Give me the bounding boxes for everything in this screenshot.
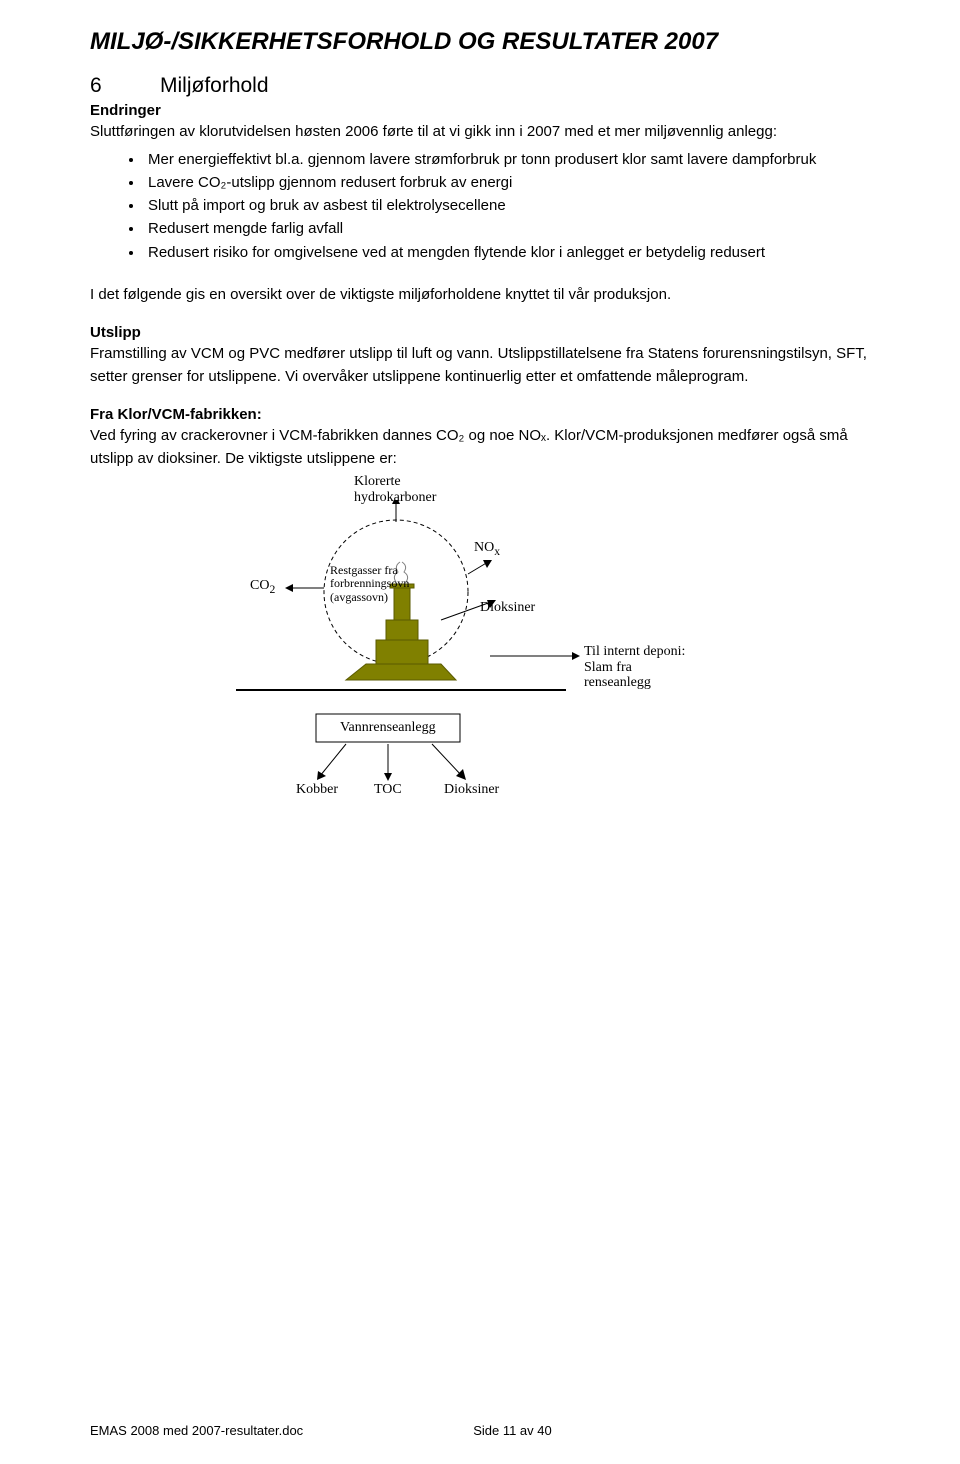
- bullet-list: Mer energieffektivt bl.a. gjennom lavere…: [144, 148, 870, 264]
- list-item: Mer energieffektivt bl.a. gjennom lavere…: [144, 148, 870, 171]
- vannrenseanlegg-label: Vannrenseanlegg: [340, 720, 436, 735]
- restgasser-label: Restgasser fra forbrenningsovn (avgassov…: [330, 564, 409, 604]
- section-title: Miljøforhold: [160, 74, 269, 98]
- endringer-heading: Endringer: [90, 102, 870, 119]
- dioksiner-bottom-label: Dioksiner: [444, 782, 499, 797]
- main-heading: MILJØ-/SIKKERHETSFORHOLD OG RESULTATER 2…: [90, 28, 870, 56]
- footer-page-number: Side 11 av 40: [473, 1423, 552, 1438]
- intro-paragraph: Sluttføringen av klorutvidelsen høsten 2…: [90, 121, 870, 144]
- section-number: 6: [90, 74, 160, 98]
- footer-filename: EMAS 2008 med 2007-resultater.doc: [90, 1423, 303, 1438]
- utslipp-paragraph: Framstilling av VCM og PVC medfører utsl…: [90, 343, 870, 388]
- utslipp-heading: Utslipp: [90, 324, 870, 341]
- nox-label: NOx: [474, 540, 500, 559]
- list-item: Lavere CO₂-utslipp gjennom redusert forb…: [144, 171, 870, 194]
- co2-label: CO2: [250, 578, 275, 597]
- fra-klor-paragraph: Ved fyring av crackerovner i VCM-fabrikk…: [90, 425, 870, 470]
- fra-klor-heading: Fra Klor/VCM-fabrikken:: [90, 406, 870, 423]
- dioksiner-top-label: Dioksiner: [480, 600, 535, 615]
- page-footer: EMAS 2008 med 2007-resultater.doc Side 1…: [90, 1423, 870, 1438]
- list-item: Redusert risiko for omgivelsene ved at m…: [144, 241, 870, 264]
- list-item: Slutt på import og bruk av asbest til el…: [144, 194, 870, 217]
- toc-label: TOC: [374, 782, 402, 797]
- emissions-diagram: CO2 Klorertehydrokarboner NOx Restgasser…: [236, 500, 696, 800]
- list-item: Redusert mengde farlig avfall: [144, 217, 870, 240]
- kobber-label: Kobber: [296, 782, 338, 797]
- section-header-row: 6 Miljøforhold: [90, 74, 870, 98]
- deponi-label: Til internt deponi:Slam fra renseanlegg: [584, 644, 696, 690]
- klorerte-label: Klorertehydrokarboner: [354, 474, 436, 505]
- post-bullets-paragraph: I det følgende gis en oversikt over de v…: [90, 284, 870, 307]
